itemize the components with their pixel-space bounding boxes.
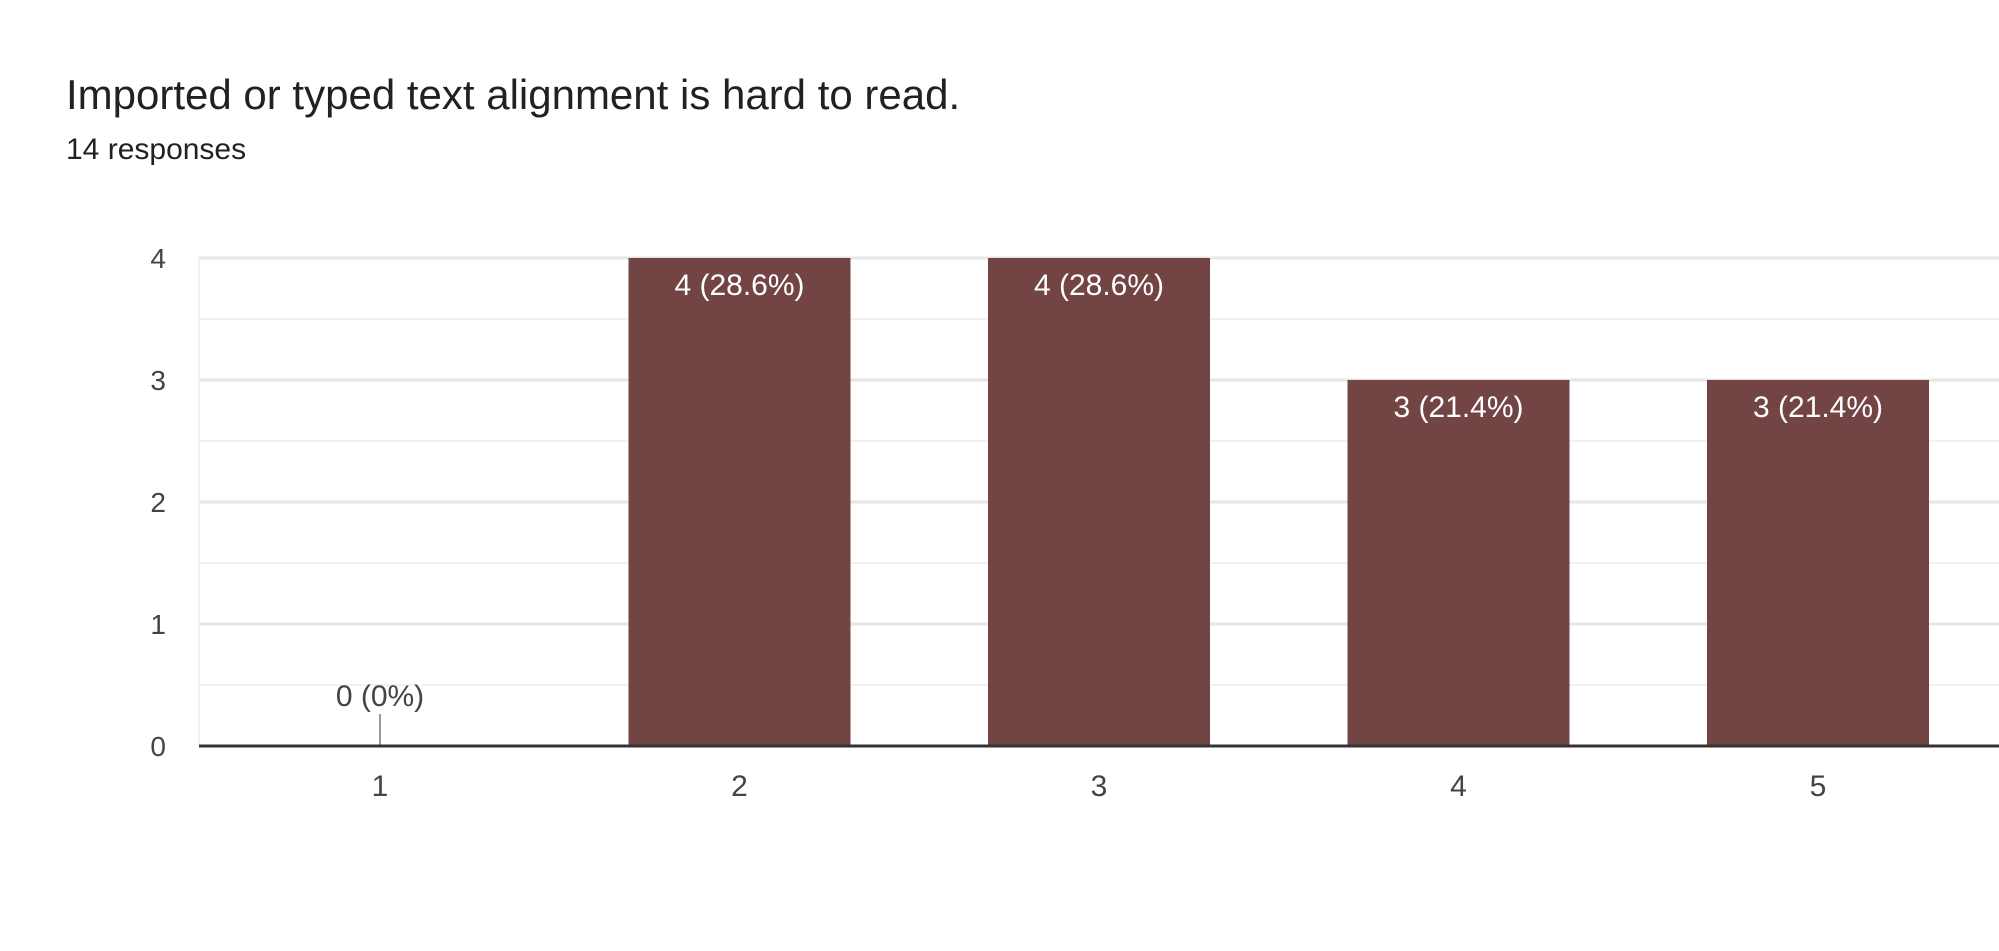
y-tick-label: 4 bbox=[150, 243, 166, 274]
y-tick-label: 3 bbox=[150, 365, 166, 396]
data-label-4: 3 (21.4%) bbox=[1393, 391, 1523, 424]
y-tick-label: 1 bbox=[150, 609, 166, 640]
chart-header: Imported or typed text alignment is hard… bbox=[66, 66, 960, 170]
y-tick-label: 0 bbox=[150, 731, 166, 762]
bar-4[interactable] bbox=[1347, 380, 1570, 746]
data-label-3: 4 (28.6%) bbox=[1034, 269, 1164, 302]
bar-5[interactable] bbox=[1707, 380, 1929, 746]
bars bbox=[379, 258, 1929, 746]
x-axis-ticks: 1 2 3 4 5 bbox=[199, 744, 1999, 803]
data-label-1: 0 (0%) bbox=[336, 680, 424, 713]
response-count: 14 responses bbox=[66, 133, 247, 166]
x-tick-label: 5 bbox=[1810, 770, 1827, 803]
bar-2[interactable] bbox=[628, 258, 851, 746]
data-labels: 0 (0%) 4 (28.6%) 4 (28.6%) 3 (21.4%) 3 (21.4… bbox=[336, 269, 1883, 713]
x-tick-label: 2 bbox=[731, 770, 748, 803]
x-tick-label: 3 bbox=[1091, 770, 1108, 803]
data-label-5: 3 (21.4%) bbox=[1753, 391, 1883, 424]
y-tick-label: 2 bbox=[150, 487, 166, 518]
question-title: Imported or typed text alignment is hard… bbox=[66, 71, 961, 118]
data-label-2: 4 (28.6%) bbox=[674, 269, 804, 302]
x-tick-label: 1 bbox=[372, 770, 389, 803]
bar-3[interactable] bbox=[988, 258, 1210, 746]
x-tick-label: 4 bbox=[1450, 770, 1467, 803]
y-axis-ticks: 0 1 2 3 4 bbox=[150, 243, 166, 762]
